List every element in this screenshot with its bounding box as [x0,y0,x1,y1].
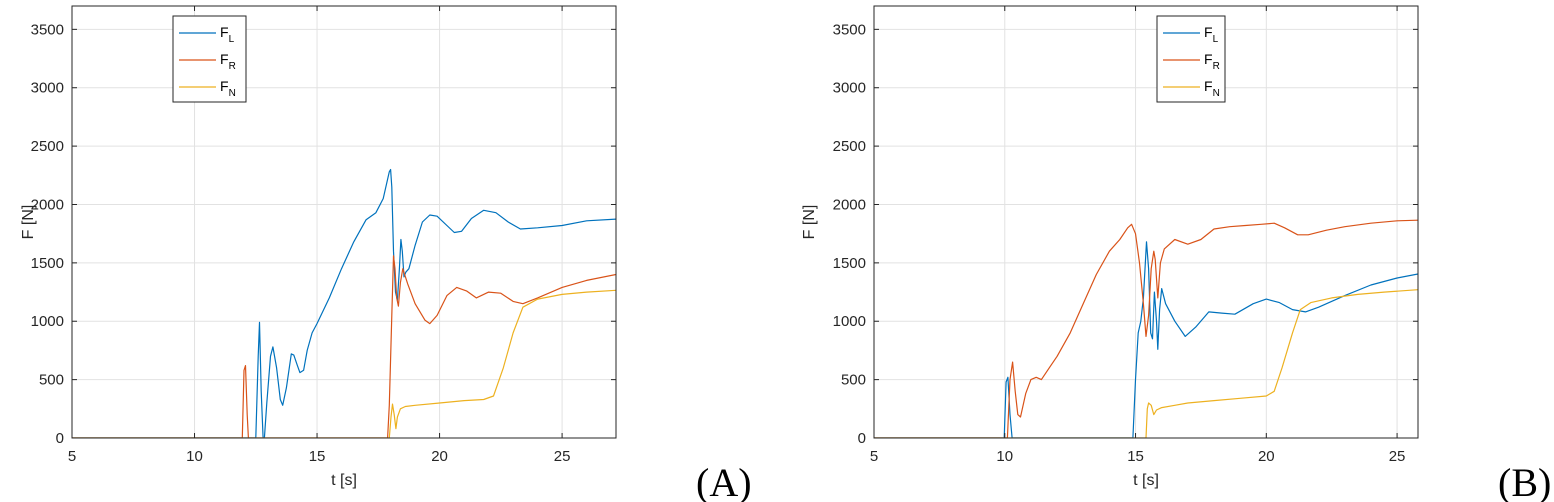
x-tick-label: 20 [1258,448,1275,465]
series-line-F-N [874,289,1418,438]
x-tick-label: 15 [1127,448,1144,465]
legend-entry: FL [220,24,235,45]
axes-box [873,5,1419,439]
legend: FL FR FN [1156,15,1226,103]
y-tick-label: 3000 [833,80,866,97]
legend-entry: FR [1204,51,1220,72]
chart-panel-a: 5 10 15 20 25 0 500 1000 1500 2000 2500 3000 3500 t [… [20,5,752,502]
series-line-F-L [874,241,1418,438]
x-tick-label: 5 [870,448,878,465]
y-tick-label: 3500 [31,21,64,38]
y-tick-label: 2500 [31,138,64,155]
y-axis-label: F [N] [20,205,37,240]
y-tick-label: 500 [841,372,866,389]
y-tick-label: 1000 [31,313,64,330]
legend-box [1156,15,1226,103]
y-tick-label: 1500 [31,255,64,272]
x-tick-label: 10 [996,448,1013,465]
x-tick-label: 20 [431,448,448,465]
plot-area [874,6,1418,438]
y-tick-label: 2000 [31,196,64,213]
y-tick-label: 0 [858,430,866,447]
panel-label: (A) [696,460,752,502]
panel-label: (B) [1498,460,1551,502]
y-tick-label: 3500 [833,21,866,38]
x-axis-label: t [s] [331,472,357,489]
y-tick-label: 3000 [31,80,64,97]
y-tick-label: 1000 [833,313,866,330]
legend-entry: FR [220,51,236,72]
legend-entry: FN [1204,78,1220,99]
plot-area [72,6,616,438]
legend: FL FR FN [172,15,247,103]
series-line-F-L [72,168,616,438]
y-tick-label: 500 [39,372,64,389]
axes-box [71,5,617,439]
x-tick-label: 25 [1389,448,1406,465]
x-axis-label: t [s] [1133,472,1159,489]
series-line-F-R [72,255,616,438]
series-line-F-R [874,219,1418,438]
y-tick-label: 1500 [833,255,866,272]
x-tick-label: 25 [554,448,571,465]
chart-panel-b: 5 10 15 20 25 0 500 1000 1500 2000 2500 3000 3500 t [… [801,5,1551,502]
y-tick-label: 2000 [833,196,866,213]
legend-entry: FL [1204,24,1219,45]
y-tick-label: 2500 [833,138,866,155]
legend-entry: FN [220,78,236,99]
y-axis-label: F [N] [801,205,818,240]
legend-box [172,15,247,103]
series-line-F-N [72,289,616,438]
x-tick-label: 10 [186,448,203,465]
x-tick-label: 15 [309,448,326,465]
x-tick-label: 5 [68,448,76,465]
y-tick-label: 0 [56,430,64,447]
